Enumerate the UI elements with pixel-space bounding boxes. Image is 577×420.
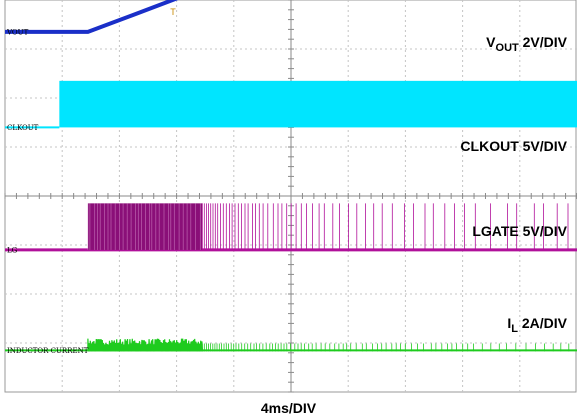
series-label-vout: VOUT 2V/DIV <box>486 34 567 54</box>
trace-vout <box>5 0 179 34</box>
series-label-lgate: LGATE 5V/DIV <box>472 223 567 239</box>
channel-labels: VOUT VOUT 2V/DIV CLKOUT CLKOUT 5V/DIV LG LGAT… <box>6 28 568 355</box>
traces <box>5 0 577 352</box>
trace-clkout <box>5 80 577 129</box>
trace-ripple <box>87 338 204 352</box>
trace-line <box>5 0 179 34</box>
trace-band <box>87 203 203 250</box>
graticule <box>4 0 577 393</box>
channel-label-vout: VOUT <box>6 28 29 36</box>
series-label-il: IL 2A/DIV <box>507 315 567 335</box>
trigger-marker: T <box>170 7 176 17</box>
x-axis-label: 4ms/DIV <box>260 400 317 416</box>
trace-lgate <box>5 203 577 252</box>
trace-il <box>5 338 577 352</box>
channel-label-lgate: LG <box>7 246 18 254</box>
channel-label-il: INDUCTOR CURRENT <box>7 347 89 355</box>
channel-label-clkout: CLKOUT <box>7 124 39 132</box>
trace-band <box>59 80 577 128</box>
series-label-clkout: CLKOUT 5V/DIV <box>460 138 567 154</box>
